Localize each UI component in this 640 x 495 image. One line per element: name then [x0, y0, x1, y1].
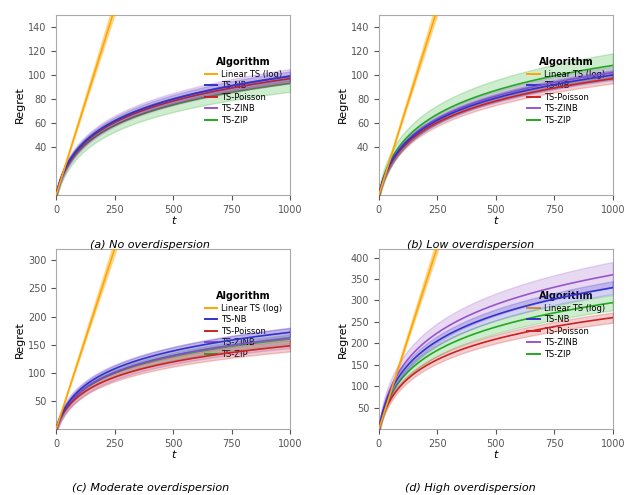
Y-axis label: Regret: Regret: [15, 87, 25, 123]
X-axis label: t: t: [171, 216, 175, 226]
Y-axis label: Regret: Regret: [338, 87, 348, 123]
Text: (b) Low overdispersion: (b) Low overdispersion: [407, 240, 534, 250]
Legend: Linear TS (log), TS-NB, TS-Poisson, TS-ZINB, TS-ZIP: Linear TS (log), TS-NB, TS-Poisson, TS-Z…: [524, 53, 609, 128]
Text: (d) High overdispersion: (d) High overdispersion: [405, 483, 536, 493]
Text: (a) No overdispersion: (a) No overdispersion: [90, 240, 211, 250]
Y-axis label: Regret: Regret: [338, 321, 348, 357]
X-axis label: t: t: [493, 216, 498, 226]
X-axis label: t: t: [171, 450, 175, 460]
Legend: Linear TS (log), TS-NB, TS-Poisson, TS-ZINB, TS-ZIP: Linear TS (log), TS-NB, TS-Poisson, TS-Z…: [202, 53, 286, 128]
Legend: Linear TS (log), TS-NB, TS-Poisson, TS-ZINB, TS-ZIP: Linear TS (log), TS-NB, TS-Poisson, TS-Z…: [202, 288, 286, 362]
X-axis label: t: t: [493, 450, 498, 460]
Legend: Linear TS (log), TS-NB, TS-Poisson, TS-ZINB, TS-ZIP: Linear TS (log), TS-NB, TS-Poisson, TS-Z…: [524, 288, 609, 362]
Y-axis label: Regret: Regret: [15, 321, 25, 357]
Text: (c) Moderate overdispersion: (c) Moderate overdispersion: [72, 483, 229, 493]
